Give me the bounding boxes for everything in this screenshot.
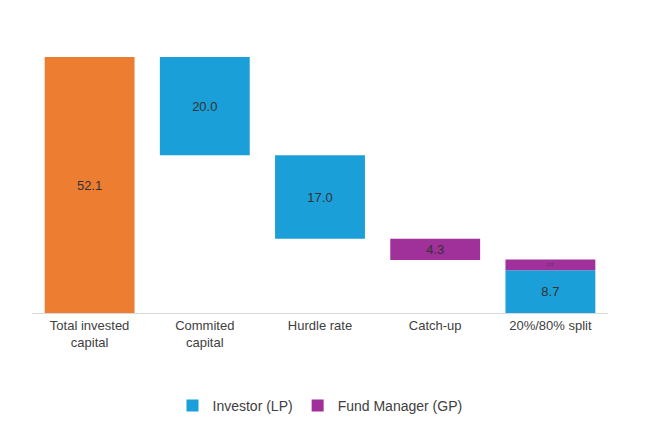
svg-text:8.7: 8.7 [541, 284, 559, 299]
svg-text:Total investedcapital: Total investedcapital [50, 318, 130, 350]
svg-text:Hurdle rate: Hurdle rate [288, 318, 352, 333]
svg-text:52.1: 52.1 [77, 178, 102, 193]
svg-text:4.3: 4.3 [426, 242, 444, 257]
svg-text:Investor (LP): Investor (LP) [213, 398, 293, 414]
svg-text:20%/80% split: 20%/80% split [509, 318, 592, 333]
svg-text:Catch-up: Catch-up [409, 318, 462, 333]
svg-text:Fund Manager (GP): Fund Manager (GP) [338, 398, 463, 414]
svg-text:Commitedcapital: Commitedcapital [175, 318, 234, 350]
svg-text:2.2: 2.2 [548, 262, 554, 267]
svg-text:20.0: 20.0 [192, 99, 217, 114]
svg-text:17.0: 17.0 [307, 190, 332, 205]
